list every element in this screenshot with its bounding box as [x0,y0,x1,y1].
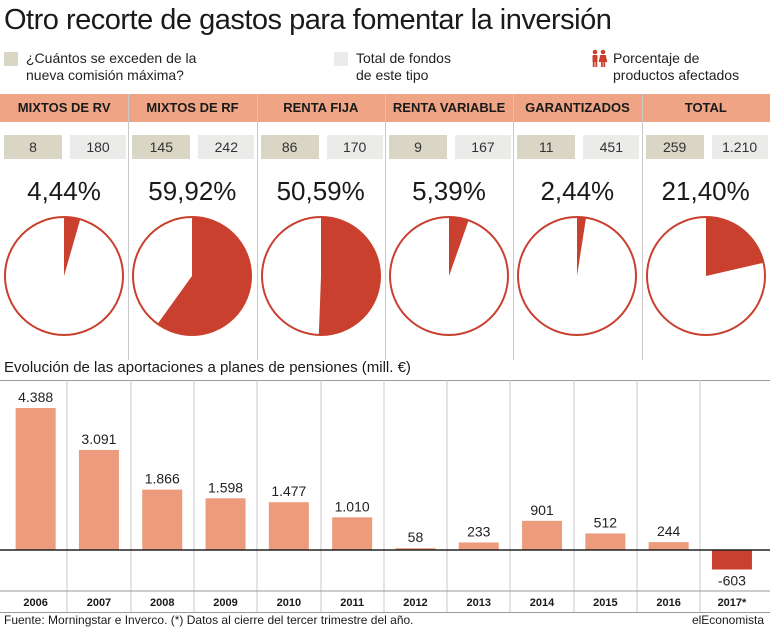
data-label: 1.866 [145,471,180,487]
data-label: 4.388 [18,389,53,405]
page-title: Otro recorte de gastos para fomentar la … [4,4,612,36]
pie-garantizados [517,216,638,336]
bar-2017* [711,550,752,570]
category-header-renta-fija: RENTA FIJA [283,100,359,115]
pie-mixtos-de-rv [4,216,125,336]
category-header-total: TOTAL [684,100,727,115]
bar-2014 [522,520,563,550]
x-tick-label: 2010 [277,597,301,609]
pie-slice-total [705,217,764,276]
x-tick-label: 2011 [340,597,364,609]
exceed-count-garantizados: 11 [517,135,576,159]
bar-2006 [15,408,56,550]
percent-label-garantizados: 2,44% [540,176,615,206]
column-separator [642,94,643,360]
total-count-renta-fija: 170 [326,135,383,159]
data-label: 512 [594,514,618,530]
percent-label-mixtos-de-rf: 59,92% [148,176,237,206]
category-header-mixtos-de-rf: MIXTOS DE RF [146,100,239,115]
data-label: 244 [657,523,681,539]
exceed-count-renta-fija: 86 [260,135,319,159]
bar-chart-title: Evolución de las aportaciones a planes d… [4,359,411,376]
legend-label-percent: Porcentaje de productos afectados [613,50,740,83]
bar-2015 [585,533,626,550]
column-separator [385,94,386,360]
x-tick-label: 2009 [213,597,237,609]
bar-2012 [395,548,436,550]
column-separator [128,94,129,360]
total-count-total: 1.210 [711,135,768,159]
pie-outline-total [645,216,766,336]
pie-slice-renta-variable [449,217,469,276]
data-label: 3.091 [81,431,116,447]
x-tick-label: 2006 [23,597,47,609]
category-header-renta-variable: RENTA VARIABLE [392,100,506,115]
total-count-garantizados: 451 [583,135,640,159]
category-header-garantizados: GARANTIZADOS [525,100,630,115]
pie-slice-garantizados [577,217,587,276]
percent-label-renta-fija: 50,59% [276,176,365,206]
x-tick-label: 2017* [718,597,747,609]
legend-swatch-exceed [4,52,18,66]
data-label: -603 [718,573,746,589]
data-label: 901 [530,502,554,518]
percent-label-renta-variable: 5,39% [412,176,486,206]
pie-outline-mixtos-de-rf [132,216,253,336]
pie-slice-mixtos-de-rv [64,217,81,276]
pie-slice-renta-fija [318,217,380,335]
pie-outline-mixtos-de-rv [4,216,125,336]
legend-label-exceed: ¿Cuántos se exceden de la nueva comisión… [26,50,197,83]
x-tick-label: 2007 [87,597,111,609]
brand-logo: elEconomista [691,613,764,627]
column-separator [257,94,258,360]
pie-mixtos-de-rf [132,216,253,336]
percent-label-total: 21,40% [661,176,750,206]
bar-2009 [205,498,246,550]
data-label: 1.477 [271,483,306,499]
bar-chart-top-rule [0,380,770,381]
pie-outline-renta-variable [389,216,510,336]
legend-swatch-total [334,52,348,66]
bar-2013 [458,542,499,550]
footer-rule [0,612,770,613]
x-tick-label: 2012 [403,597,427,609]
pie-outline-renta-fija [260,216,381,336]
x-tick-label: 2014 [530,597,555,609]
x-tick-label: 2016 [656,597,680,609]
people-icon [592,49,608,67]
pie-renta-fija [260,216,381,336]
x-tick-label: 2015 [593,597,617,609]
x-tick-label: 2013 [467,597,491,609]
exceed-count-total: 259 [645,135,704,159]
total-count-mixtos-de-rv: 180 [70,135,126,159]
bar-2007 [78,449,119,550]
column-separator [513,94,514,360]
category-header-mixtos-de-rv: MIXTOS DE RV [17,100,111,115]
bar-2011 [332,517,373,550]
pie-outline-garantizados [517,216,638,336]
percent-label-mixtos-de-rv: 4,44% [27,176,101,206]
total-count-renta-variable: 167 [454,135,511,159]
bar-2008 [142,489,183,550]
total-count-mixtos-de-rf: 242 [198,135,255,159]
data-label: 1.598 [208,479,243,495]
data-label: 1.010 [335,498,370,514]
data-label: 233 [467,523,491,539]
pie-total [645,216,766,336]
bar-chart: 4.388 2006 3.091 2007 1.866 2008 1.598 2009 1.47… [0,380,770,612]
exceed-count-mixtos-de-rv: 8 [4,135,62,159]
bar-2010 [268,502,309,550]
pie-slice-mixtos-de-rf [158,217,252,335]
pie-renta-variable [389,216,510,336]
exceed-count-mixtos-de-rf: 145 [132,135,191,159]
exceed-count-renta-variable: 9 [388,135,447,159]
source-note: Fuente: Morningstar e Inverco. (*) Datos… [4,613,414,627]
bar-2016 [648,542,689,550]
legend-label-total: Total de fondos de este tipo [356,50,451,83]
x-tick-label: 2008 [150,597,174,609]
data-label: 58 [408,529,424,545]
